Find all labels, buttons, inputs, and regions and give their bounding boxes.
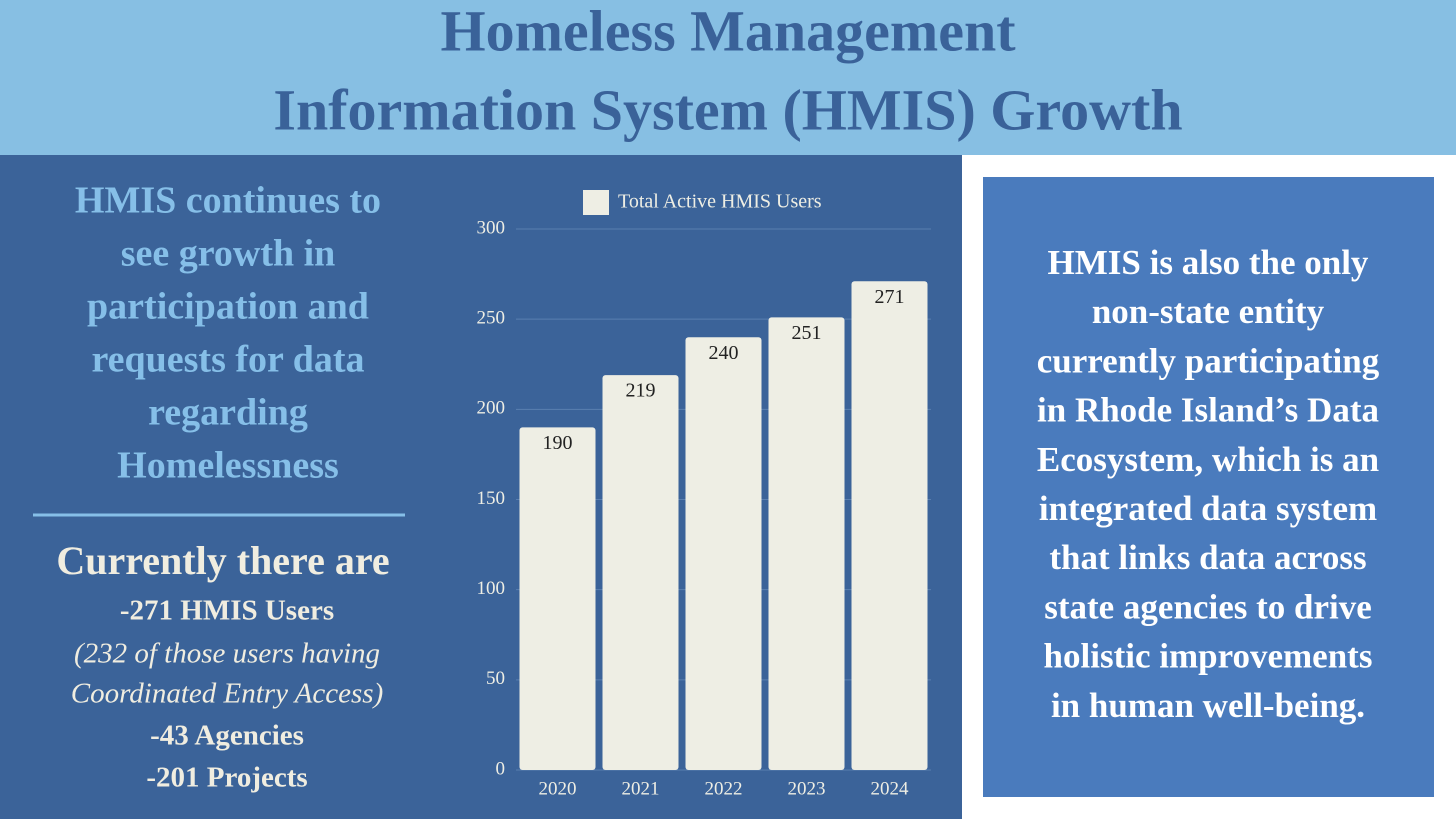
info-line: in human well-being. bbox=[1051, 686, 1365, 725]
bar bbox=[602, 375, 679, 770]
y-tick-label: 0 bbox=[496, 758, 506, 779]
info-box bbox=[983, 177, 1434, 797]
subheading: Currently there are bbox=[56, 538, 389, 583]
fact-line: Coordinated Entry Access) bbox=[71, 678, 384, 710]
heading-line: regarding bbox=[148, 392, 308, 434]
title-line: Information System (HMIS) Growth bbox=[273, 77, 1182, 142]
x-tick-label: 2023 bbox=[788, 778, 826, 799]
bar bbox=[519, 427, 596, 770]
legend-label: Total Active HMIS Users bbox=[618, 191, 822, 213]
heading-line: Homelessness bbox=[117, 445, 339, 487]
info-line: non-state entity bbox=[1092, 292, 1325, 331]
heading-line: see growth in bbox=[121, 233, 336, 275]
heading-line: HMIS continues to bbox=[75, 180, 381, 222]
info-line: holistic improvements bbox=[1044, 637, 1373, 676]
value-label: 190 bbox=[543, 432, 573, 454]
legend-swatch bbox=[583, 190, 609, 215]
bar bbox=[851, 281, 928, 770]
y-tick-label: 300 bbox=[477, 217, 506, 238]
x-tick-label: 2024 bbox=[871, 778, 910, 799]
fact-line: -271 HMIS Users bbox=[120, 595, 334, 627]
y-tick-label: 50 bbox=[486, 668, 505, 689]
info-line: Ecosystem, which is an bbox=[1037, 440, 1379, 479]
y-tick-label: 200 bbox=[477, 398, 506, 419]
x-tick-label: 2020 bbox=[539, 778, 577, 799]
value-label: 219 bbox=[626, 380, 656, 402]
info-line: integrated data system bbox=[1039, 489, 1377, 528]
fact-line: -201 Projects bbox=[146, 762, 307, 794]
y-tick-label: 100 bbox=[477, 578, 506, 599]
header-band bbox=[0, 0, 1456, 155]
value-label: 240 bbox=[709, 342, 739, 364]
fact-line: -43 Agencies bbox=[150, 720, 304, 752]
info-line: in Rhode Island’s Data bbox=[1037, 391, 1379, 430]
x-tick-label: 2022 bbox=[705, 778, 743, 799]
title-line: Homeless Management bbox=[440, 0, 1016, 63]
fact-line: (232 of those users having bbox=[74, 638, 380, 670]
info-line: HMIS is also the only bbox=[1048, 243, 1369, 282]
info-line: that links data across bbox=[1049, 538, 1366, 577]
info-line: state agencies to drive bbox=[1044, 587, 1372, 626]
bar bbox=[768, 317, 845, 770]
y-tick-label: 150 bbox=[477, 488, 506, 509]
value-label: 271 bbox=[875, 286, 905, 308]
heading-line: requests for data bbox=[91, 339, 364, 381]
y-tick-label: 250 bbox=[477, 308, 506, 329]
x-tick-label: 2021 bbox=[622, 778, 660, 799]
heading-line: participation and bbox=[87, 286, 369, 328]
info-line: currently participating bbox=[1037, 341, 1380, 380]
value-label: 251 bbox=[792, 322, 822, 344]
bar bbox=[685, 337, 762, 770]
